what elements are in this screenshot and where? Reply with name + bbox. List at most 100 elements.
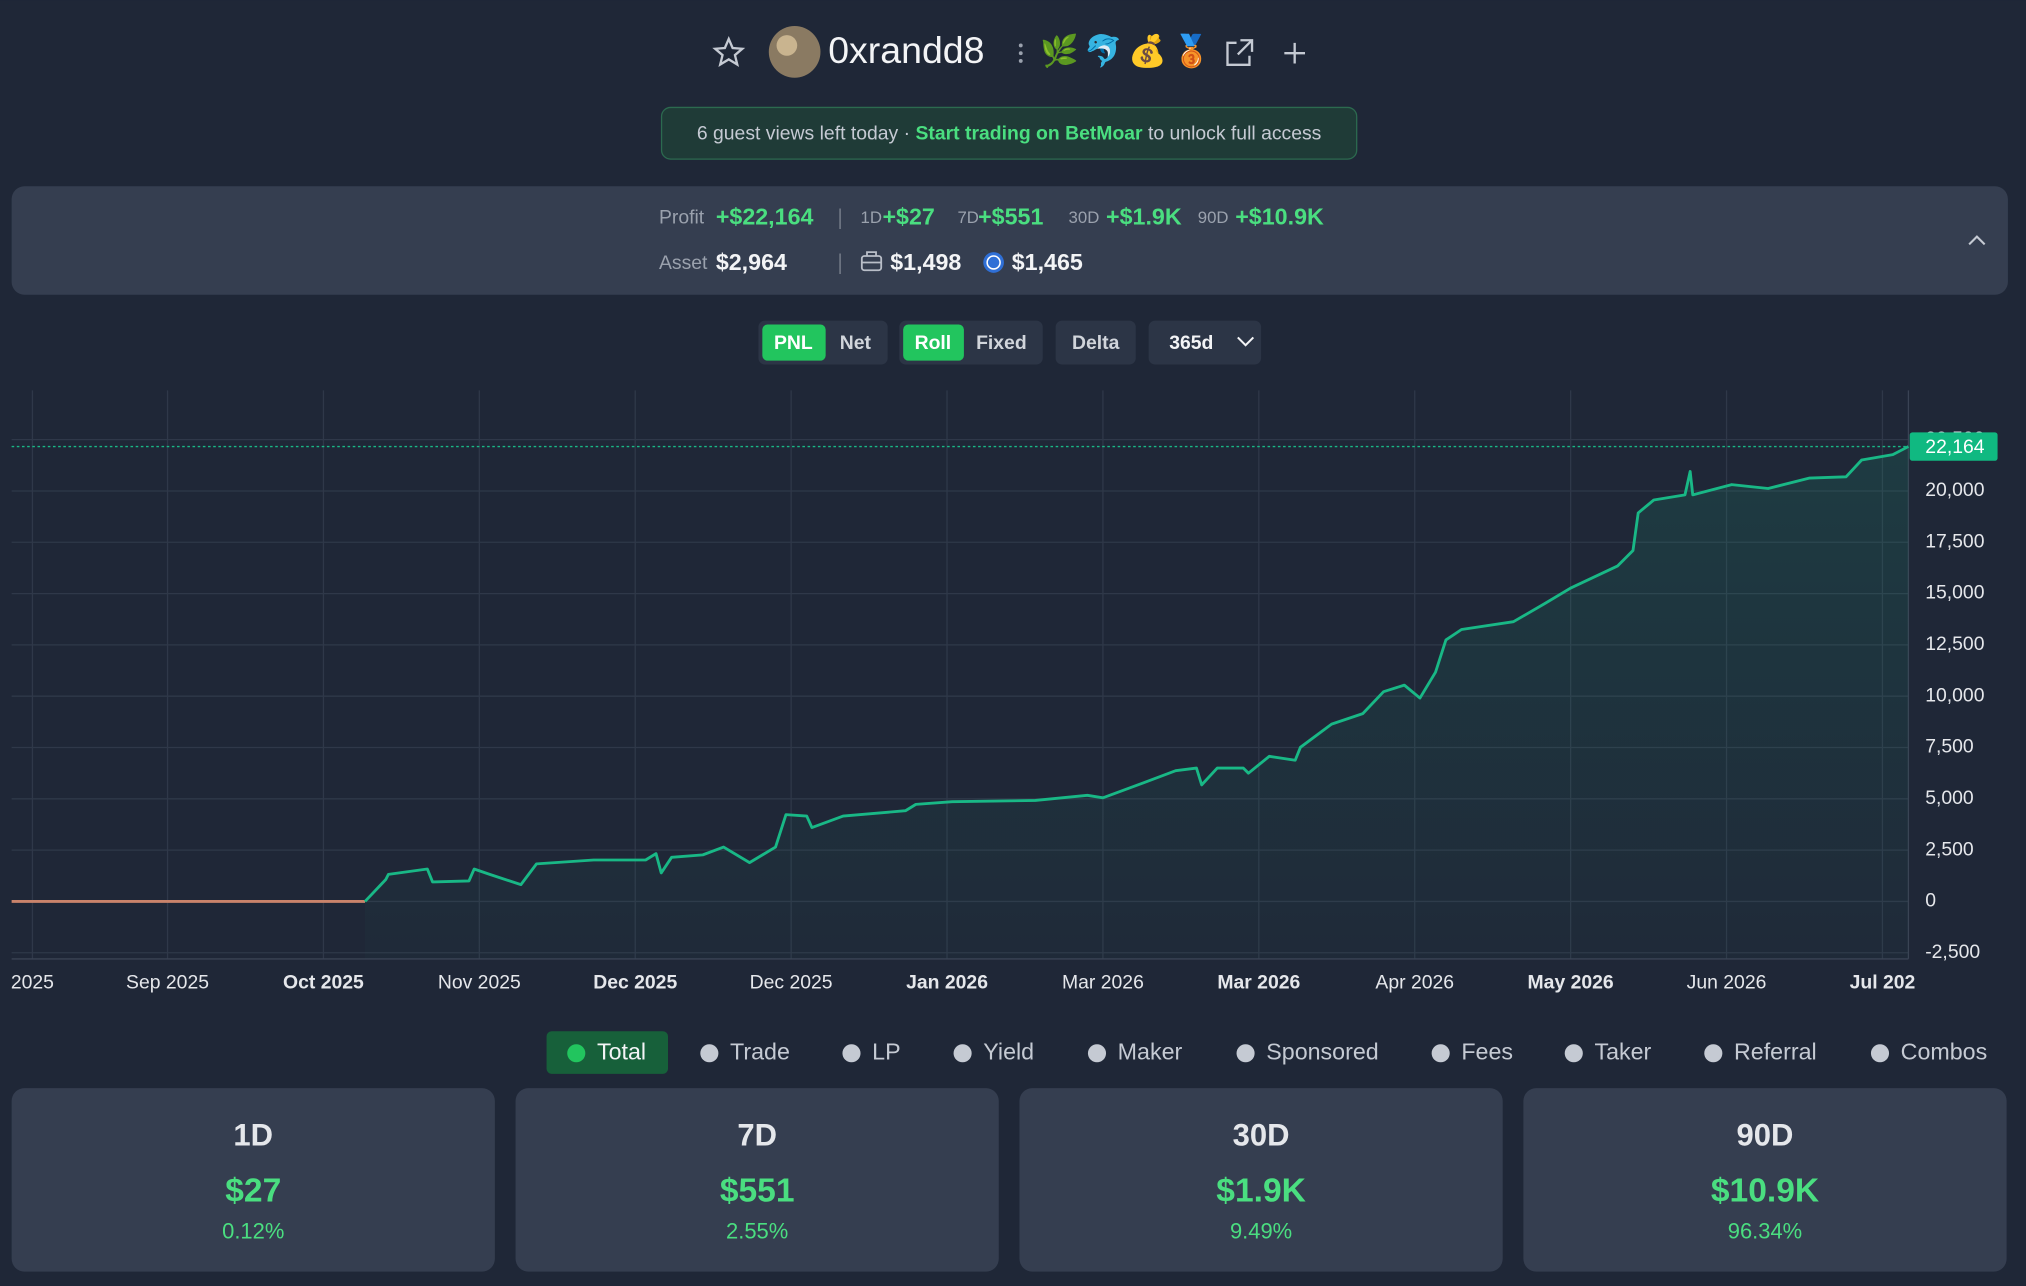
legend-dot <box>953 1044 972 1063</box>
period-value: +$1.9K <box>1106 204 1182 230</box>
y-tick-label: 2,500 <box>1925 838 1974 860</box>
wallet-icon <box>860 251 883 272</box>
period-card <box>11 1088 495 1272</box>
external-link[interactable] <box>1226 39 1254 66</box>
period-cards: 1D $27 0.12% 7D $551 2.55% 30D $1.9K 9.49% 90D $10… <box>11 1088 2007 1272</box>
last-value-badge <box>1909 432 1998 461</box>
card-amount: $551 <box>720 1173 795 1210</box>
legend-dot <box>1431 1044 1450 1063</box>
pnl-button[interactable] <box>762 324 826 361</box>
y-tick-label: 5,000 <box>1925 787 1974 809</box>
profit-value: +$22,164 <box>716 204 814 230</box>
period-value: +$10.9K <box>1235 204 1324 230</box>
separator: | <box>837 250 843 275</box>
more-menu[interactable] <box>1018 43 1023 63</box>
profit-label: Profit <box>659 207 705 229</box>
favorite-star[interactable] <box>712 35 746 67</box>
legend-dot <box>842 1044 861 1063</box>
legend-item[interactable]: Sponsored <box>1236 1038 1379 1064</box>
net-button[interactable]: Net <box>840 332 872 354</box>
legend-dot <box>567 1044 586 1063</box>
legend-item[interactable]: LP <box>842 1038 901 1064</box>
badges: 🌿 🐬 💰 🥉 <box>1040 31 1210 69</box>
avatar-detail <box>776 35 798 56</box>
legend-label: Maker <box>1118 1038 1183 1064</box>
legend-item[interactable]: Combos <box>1870 1038 1988 1064</box>
legend-dot <box>700 1044 719 1063</box>
legend-dot <box>1704 1044 1723 1063</box>
legend-item[interactable]: Taker <box>1564 1038 1652 1064</box>
card-period: 30D <box>1233 1117 1290 1152</box>
legend-label: Taker <box>1594 1038 1651 1064</box>
legend-dot <box>1564 1044 1583 1063</box>
fixed-button[interactable]: Fixed <box>976 332 1027 354</box>
x-tick-label: Dec 2025 <box>750 972 833 994</box>
x-tick-label: 2025 <box>11 972 54 994</box>
username: 0xrandd8 <box>828 29 984 71</box>
banner-text: 6 guest views left today · Start trading… <box>697 123 1322 145</box>
period-value: +$27 <box>882 204 934 230</box>
legend-label: Trade <box>730 1038 790 1064</box>
card-period: 90D <box>1737 1117 1794 1152</box>
x-tick-label: Oct 2025 <box>283 972 364 994</box>
legend-item[interactable]: Referral <box>1704 1038 1817 1064</box>
period-label: 90D <box>1198 208 1229 227</box>
summary-panel <box>11 186 2008 295</box>
legend-label: Fees <box>1461 1038 1513 1064</box>
card-amount: $27 <box>225 1173 281 1210</box>
pnl-label: PNL <box>774 332 813 354</box>
banner-prefix: 6 guest views left today · <box>697 123 916 145</box>
banner-link[interactable]: Start trading on BetMoar <box>915 123 1143 145</box>
card-change: 2.55% <box>726 1219 788 1244</box>
delta-button[interactable] <box>1055 320 1136 365</box>
badge: 💰 <box>1128 32 1167 69</box>
y-tick-label: 0 <box>1925 890 1936 912</box>
range-select[interactable] <box>1148 320 1262 365</box>
legend-item[interactable]: Fees <box>1431 1038 1513 1064</box>
stablecoin-icon <box>983 252 1004 273</box>
range-chevron <box>1237 336 1255 347</box>
wallet-value: $1,498 <box>890 249 961 275</box>
category-legend: Total Trade LP Yield Maker Sponsored Fees Taker… <box>546 1031 1988 1074</box>
x-tick-label: Jan 2026 <box>906 972 988 994</box>
period-label: 1D <box>861 208 882 227</box>
card-change: 96.34% <box>1728 1219 1802 1244</box>
badge: 🐬 <box>1084 31 1123 68</box>
card-amount: $10.9K <box>1711 1173 1819 1210</box>
x-tick-label: Nov 2025 <box>438 972 521 994</box>
asset-label: Asset <box>659 252 708 274</box>
legend-item[interactable]: Maker <box>1087 1038 1183 1064</box>
collapse-toggle[interactable] <box>1968 235 1986 246</box>
banner-suffix: to unlock full access <box>1143 123 1322 145</box>
legend-label: Sponsored <box>1266 1038 1378 1064</box>
card-period: 1D <box>233 1117 273 1152</box>
card-period: 7D <box>737 1117 777 1152</box>
period-value: +$551 <box>978 204 1043 230</box>
legend-item[interactable]: Trade <box>700 1038 790 1064</box>
x-tick-label: May 2026 <box>1528 972 1614 994</box>
stablecoin-value: $1,465 <box>1012 249 1083 275</box>
legend-dot <box>1236 1044 1255 1063</box>
roll-label: Roll <box>915 332 952 354</box>
legend-dot <box>1870 1044 1890 1063</box>
range-label: 365d <box>1169 332 1213 354</box>
x-tick-label: Jun 2026 <box>1687 972 1767 994</box>
period-label: 7D <box>957 208 978 227</box>
x-tick-label: Mar 2026 <box>1217 972 1300 994</box>
roll-button[interactable] <box>903 324 964 361</box>
x-tick-label: Dec 2025 <box>593 972 677 994</box>
separator: | <box>837 204 843 229</box>
x-tick-label: Jul 202 <box>1850 972 1916 994</box>
legend-label: Referral <box>1734 1038 1817 1064</box>
period-label: 30D <box>1069 208 1100 227</box>
delta-label: Delta <box>1072 332 1120 354</box>
legend-label: Combos <box>1901 1038 1988 1064</box>
pnl-chart: -2,500 0 2,500 5,000 7,500 10,000 12,500 15,000… <box>11 390 1998 994</box>
y-tick-label: 15,000 <box>1925 582 1984 604</box>
legend-item[interactable]: Total <box>546 1031 669 1074</box>
add-button[interactable] <box>1284 42 1306 64</box>
legend-label: Yield <box>983 1038 1034 1064</box>
legend-item[interactable]: Yield <box>953 1038 1035 1064</box>
